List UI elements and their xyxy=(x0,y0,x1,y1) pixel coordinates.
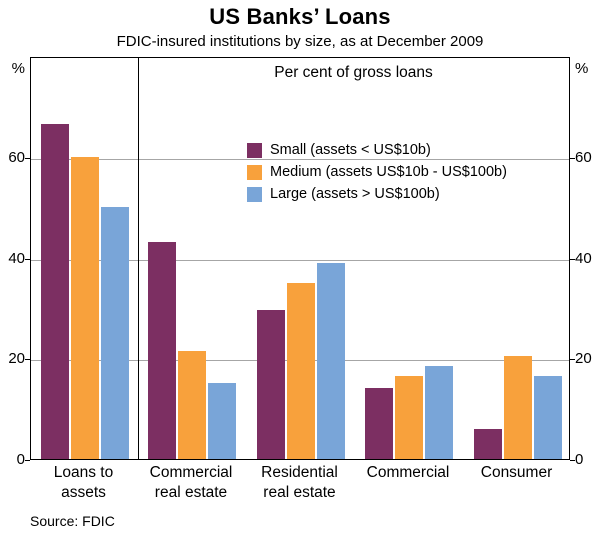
x-axis-label-loans-to-assets: Loans to assets xyxy=(19,463,149,503)
chart-subtitle: FDIC-insured institutions by size, as at… xyxy=(116,33,484,50)
x-axis-label-line: assets xyxy=(61,484,106,501)
legend-item-0: Small (assets < US$10b) xyxy=(247,142,507,158)
source-note: Source: FDIC xyxy=(30,513,115,529)
y-tick-label-right-20: 20 xyxy=(575,350,592,368)
y-tick-mark-right-40 xyxy=(570,258,575,260)
gridline-40 xyxy=(31,259,569,261)
y-tick-label-right-40: 40 xyxy=(575,249,592,267)
bar-consumer-s2 xyxy=(533,375,562,459)
bar-consumer-s1 xyxy=(503,355,532,459)
x-axis-label-line: real estate xyxy=(263,484,336,501)
y-tick-mark-right-0 xyxy=(570,460,575,461)
x-axis-label-line: Consumer xyxy=(480,464,553,481)
bar-commercial-s0 xyxy=(365,388,393,459)
legend-label-2: Large (assets > US$100b) xyxy=(270,186,440,202)
y-tick-label-left-60: 60 xyxy=(8,148,25,166)
annotation-per-cent-of-gross-loans: Per cent of gross loans xyxy=(274,64,433,81)
y-tick-label-left-20: 20 xyxy=(8,350,25,368)
x-axis-label-consumer: Consumer xyxy=(452,463,582,483)
bar-residential-real-estate-s2 xyxy=(316,262,345,459)
x-axis-label-line: Commercial xyxy=(366,464,450,481)
y-tick-mark-right-60 xyxy=(570,157,575,159)
legend-label-1: Medium (assets US$10b - US$100b) xyxy=(270,164,507,180)
x-axis-label-line: Residential xyxy=(261,464,338,481)
bar-commercial-real-estate-s2 xyxy=(208,383,236,459)
y-tick-mark-left-20 xyxy=(25,359,30,361)
y-tick-label-left-40: 40 xyxy=(8,249,25,267)
chart-title: US Banks’ Loans xyxy=(209,4,391,29)
y-tick-mark-right-20 xyxy=(570,359,575,361)
x-axis-label-commercial: Commercial xyxy=(343,463,473,483)
legend: Small (assets < US$10b) Medium (assets US… xyxy=(247,142,507,208)
bar-loans-to-assets-s0 xyxy=(40,124,69,459)
gridline-60 xyxy=(31,158,569,160)
x-axis-label-line: Loans to xyxy=(53,464,114,481)
x-axis-label-commercial-real-estate: Commercial real estate xyxy=(126,463,256,503)
bar-commercial-real-estate-s1 xyxy=(178,350,206,459)
y-tick-mark-left-60 xyxy=(25,157,30,159)
panel-divider xyxy=(138,58,139,459)
bar-commercial-real-estate-s0 xyxy=(148,242,176,459)
legend-swatch-1 xyxy=(247,164,262,180)
bar-consumer-s0 xyxy=(473,428,502,459)
y-axis-unit-right: % xyxy=(575,60,589,77)
x-axis-label-line: Commercial xyxy=(149,464,233,481)
legend-label-0: Small (assets < US$10b) xyxy=(270,142,431,158)
bar-commercial-s1 xyxy=(395,375,423,459)
x-axis-label-line: real estate xyxy=(154,484,228,501)
bar-commercial-s2 xyxy=(425,365,453,459)
y-tick-label-left-0: 0 xyxy=(16,451,25,468)
y-tick-mark-left-0 xyxy=(25,460,30,461)
legend-swatch-2 xyxy=(247,186,262,202)
y-tick-label-right-60: 60 xyxy=(575,148,592,166)
x-axis-label-residential-real-estate: Residential real estate xyxy=(235,463,365,503)
legend-swatch-0 xyxy=(247,142,262,158)
y-axis-unit-left: % xyxy=(11,60,25,77)
bar-residential-real-estate-s1 xyxy=(286,282,315,459)
legend-item-2: Large (assets > US$100b) xyxy=(247,186,507,202)
legend-item-1: Medium (assets US$10b - US$100b) xyxy=(247,164,507,180)
y-tick-label-right-0: 0 xyxy=(575,451,584,468)
y-tick-mark-left-40 xyxy=(25,258,30,260)
plot-area: Per cent of gross loans Small (assets < … xyxy=(30,57,570,460)
bar-loans-to-assets-s1 xyxy=(70,156,99,459)
bar-loans-to-assets-s2 xyxy=(100,207,129,459)
bar-residential-real-estate-s0 xyxy=(256,310,285,459)
